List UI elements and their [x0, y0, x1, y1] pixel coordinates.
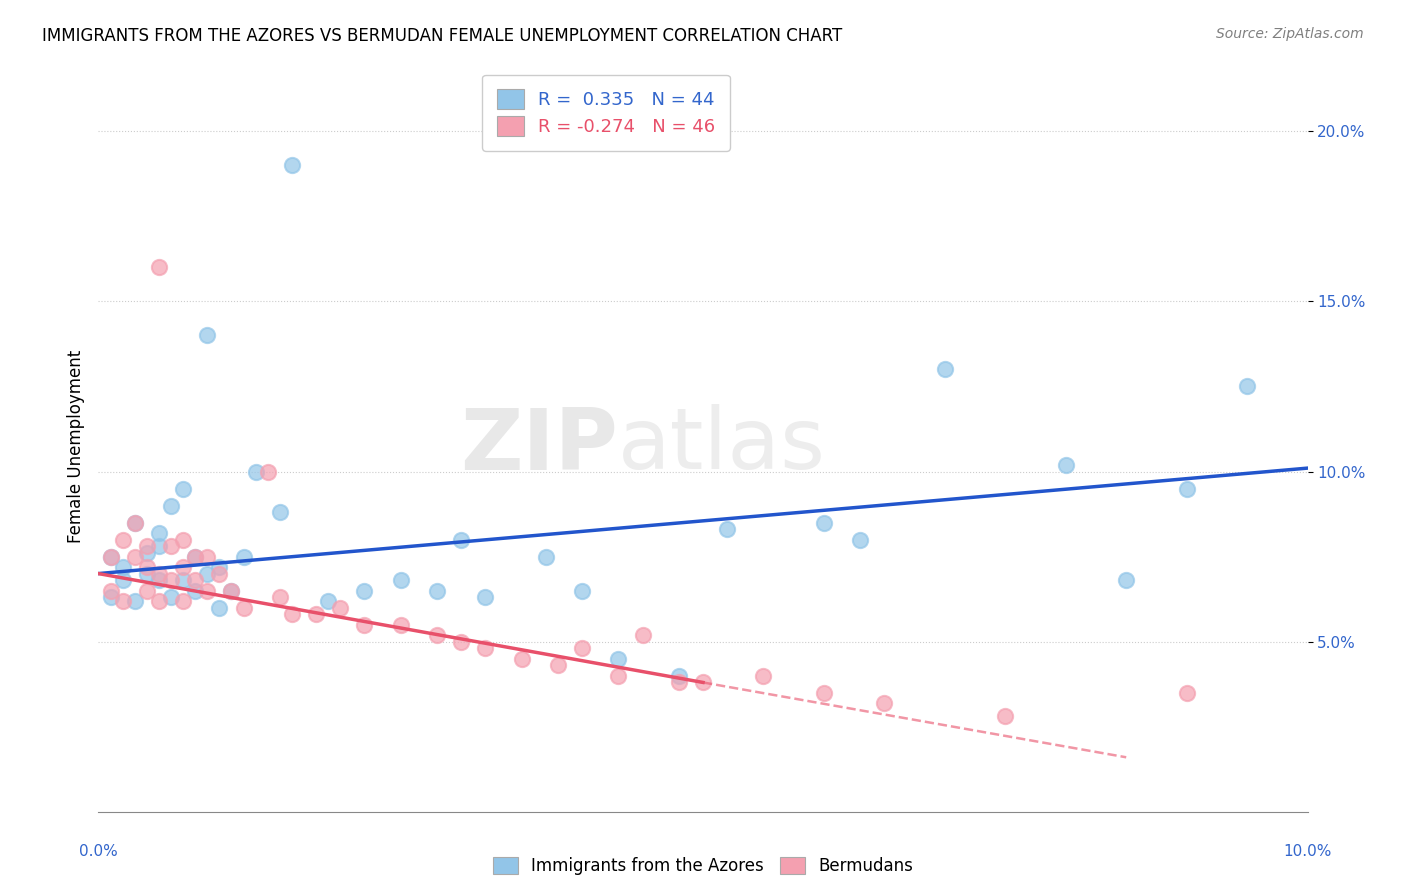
Point	[208, 566, 231, 581]
Point	[1054, 458, 1077, 472]
Point	[148, 260, 170, 275]
Point	[474, 641, 496, 656]
Point	[353, 583, 375, 598]
Point	[1236, 379, 1258, 393]
Point	[1175, 482, 1198, 496]
Point	[232, 549, 254, 564]
Text: atlas: atlas	[619, 404, 827, 488]
Legend: Immigrants from the Azores, Bermudans: Immigrants from the Azores, Bermudans	[484, 849, 922, 884]
Point	[510, 651, 533, 665]
Point	[1175, 686, 1198, 700]
Legend: R =  0.335   N = 44, R = -0.274   N = 46: R = 0.335 N = 44, R = -0.274 N = 46	[482, 75, 730, 151]
Point	[124, 516, 146, 530]
Point	[716, 522, 738, 536]
Point	[111, 533, 134, 547]
Point	[474, 591, 496, 605]
Point	[172, 594, 194, 608]
Point	[111, 594, 134, 608]
Point	[111, 574, 134, 588]
Point	[426, 583, 449, 598]
Point	[316, 594, 339, 608]
Point	[353, 617, 375, 632]
Point	[100, 549, 122, 564]
Point	[547, 658, 569, 673]
Point	[124, 549, 146, 564]
Point	[281, 607, 304, 622]
Text: 10.0%: 10.0%	[1284, 845, 1331, 859]
Point	[269, 591, 291, 605]
Point	[668, 675, 690, 690]
Point	[571, 583, 593, 598]
Point	[172, 533, 194, 547]
Point	[208, 559, 231, 574]
Point	[160, 591, 183, 605]
Point	[172, 574, 194, 588]
Point	[934, 362, 956, 376]
Point	[184, 574, 207, 588]
Point	[813, 686, 835, 700]
Text: IMMIGRANTS FROM THE AZORES VS BERMUDAN FEMALE UNEMPLOYMENT CORRELATION CHART: IMMIGRANTS FROM THE AZORES VS BERMUDAN F…	[42, 27, 842, 45]
Point	[571, 641, 593, 656]
Text: 0.0%: 0.0%	[79, 845, 118, 859]
Point	[135, 540, 157, 554]
Point	[124, 594, 146, 608]
Point	[813, 516, 835, 530]
Point	[195, 583, 218, 598]
Point	[450, 533, 472, 547]
Point	[148, 525, 170, 540]
Point	[752, 668, 775, 682]
Point	[208, 600, 231, 615]
Point	[172, 559, 194, 574]
Point	[534, 549, 557, 564]
Point	[256, 465, 278, 479]
Point	[184, 583, 207, 598]
Point	[195, 328, 218, 343]
Point	[195, 566, 218, 581]
Point	[124, 516, 146, 530]
Point	[135, 583, 157, 598]
Point	[195, 549, 218, 564]
Point	[389, 574, 412, 588]
Point	[631, 628, 654, 642]
Text: ZIP: ZIP	[461, 404, 619, 488]
Point	[329, 600, 352, 615]
Point	[232, 600, 254, 615]
Point	[245, 465, 267, 479]
Point	[135, 566, 157, 581]
Point	[607, 651, 630, 665]
Point	[100, 549, 122, 564]
Point	[281, 158, 304, 172]
Point	[148, 566, 170, 581]
Point	[135, 546, 157, 560]
Point	[269, 505, 291, 519]
Point	[160, 574, 183, 588]
Point	[100, 583, 122, 598]
Point	[849, 533, 872, 547]
Point	[389, 617, 412, 632]
Point	[450, 634, 472, 648]
Point	[221, 583, 243, 598]
Point	[668, 668, 690, 682]
Point	[111, 559, 134, 574]
Point	[1115, 574, 1137, 588]
Point	[148, 540, 170, 554]
Point	[873, 696, 896, 710]
Point	[160, 540, 183, 554]
Y-axis label: Female Unemployment: Female Unemployment	[66, 350, 84, 542]
Point	[148, 594, 170, 608]
Text: Source: ZipAtlas.com: Source: ZipAtlas.com	[1216, 27, 1364, 41]
Point	[692, 675, 714, 690]
Point	[100, 591, 122, 605]
Point	[426, 628, 449, 642]
Point	[184, 549, 207, 564]
Point	[160, 499, 183, 513]
Point	[148, 574, 170, 588]
Point	[994, 709, 1017, 723]
Point	[305, 607, 328, 622]
Point	[172, 482, 194, 496]
Point	[135, 559, 157, 574]
Point	[184, 549, 207, 564]
Point	[221, 583, 243, 598]
Point	[607, 668, 630, 682]
